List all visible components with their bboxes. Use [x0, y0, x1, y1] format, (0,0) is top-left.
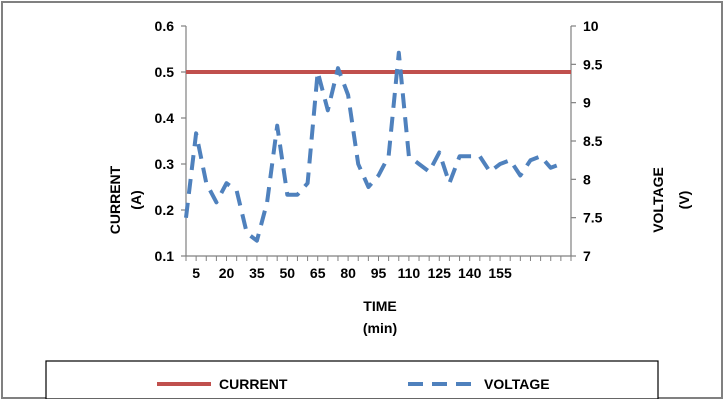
legend-current-label: CURRENT	[219, 376, 288, 392]
right-tick-label: 10	[583, 18, 599, 34]
right-y-ticks: 7 7.5 8 8.5 9 9.5 10	[571, 18, 603, 264]
left-tick-label: 0.4	[155, 110, 175, 126]
left-y-ticks: 0.1 0.2 0.3 0.4 0.5 0.6	[155, 18, 186, 264]
x-axis-title-line2: (min)	[363, 320, 397, 336]
x-tick-label: 20	[219, 265, 235, 281]
legend-box	[45, 360, 659, 399]
left-y-axis-title-line2: (A)	[128, 190, 144, 209]
x-tick-label: 35	[249, 265, 265, 281]
x-tick-label: 95	[371, 265, 387, 281]
x-tick-label: 50	[280, 265, 296, 281]
right-y-axis-title-line1: VOLTAGE	[650, 167, 666, 233]
left-tick-label: 0.3	[155, 156, 175, 172]
left-tick-label: 0.1	[155, 248, 175, 264]
right-tick-label: 7	[583, 248, 591, 264]
left-tick-label: 0.5	[155, 64, 175, 80]
x-tick-label: 65	[310, 265, 326, 281]
x-tick-label: 5	[192, 265, 200, 281]
right-tick-label: 8	[583, 171, 591, 187]
legend-voltage-label: VOLTAGE	[484, 376, 550, 392]
right-y-axis-title-line2: (V)	[676, 191, 692, 210]
left-tick-label: 0.2	[155, 202, 175, 218]
series-layer	[184, 50, 571, 243]
x-tick-label: 125	[428, 265, 452, 281]
left-y-axis-title-line1: CURRENT	[107, 165, 123, 234]
x-tick-label: 155	[488, 265, 512, 281]
series-line-voltage	[184, 50, 562, 243]
left-tick-label: 0.6	[155, 18, 175, 34]
x-tick-label: 80	[340, 265, 356, 281]
x-ticks: 5 20 35 50 65 80 95 110 125 140 155	[185, 256, 572, 281]
right-tick-label: 9	[583, 95, 591, 111]
right-tick-label: 9.5	[583, 56, 603, 72]
x-tick-label: 110	[398, 265, 421, 281]
x-axis-title-line1: TIME	[363, 298, 396, 314]
x-tick-label: 140	[458, 265, 482, 281]
right-tick-label: 8.5	[583, 133, 603, 149]
right-tick-label: 7.5	[583, 210, 603, 226]
